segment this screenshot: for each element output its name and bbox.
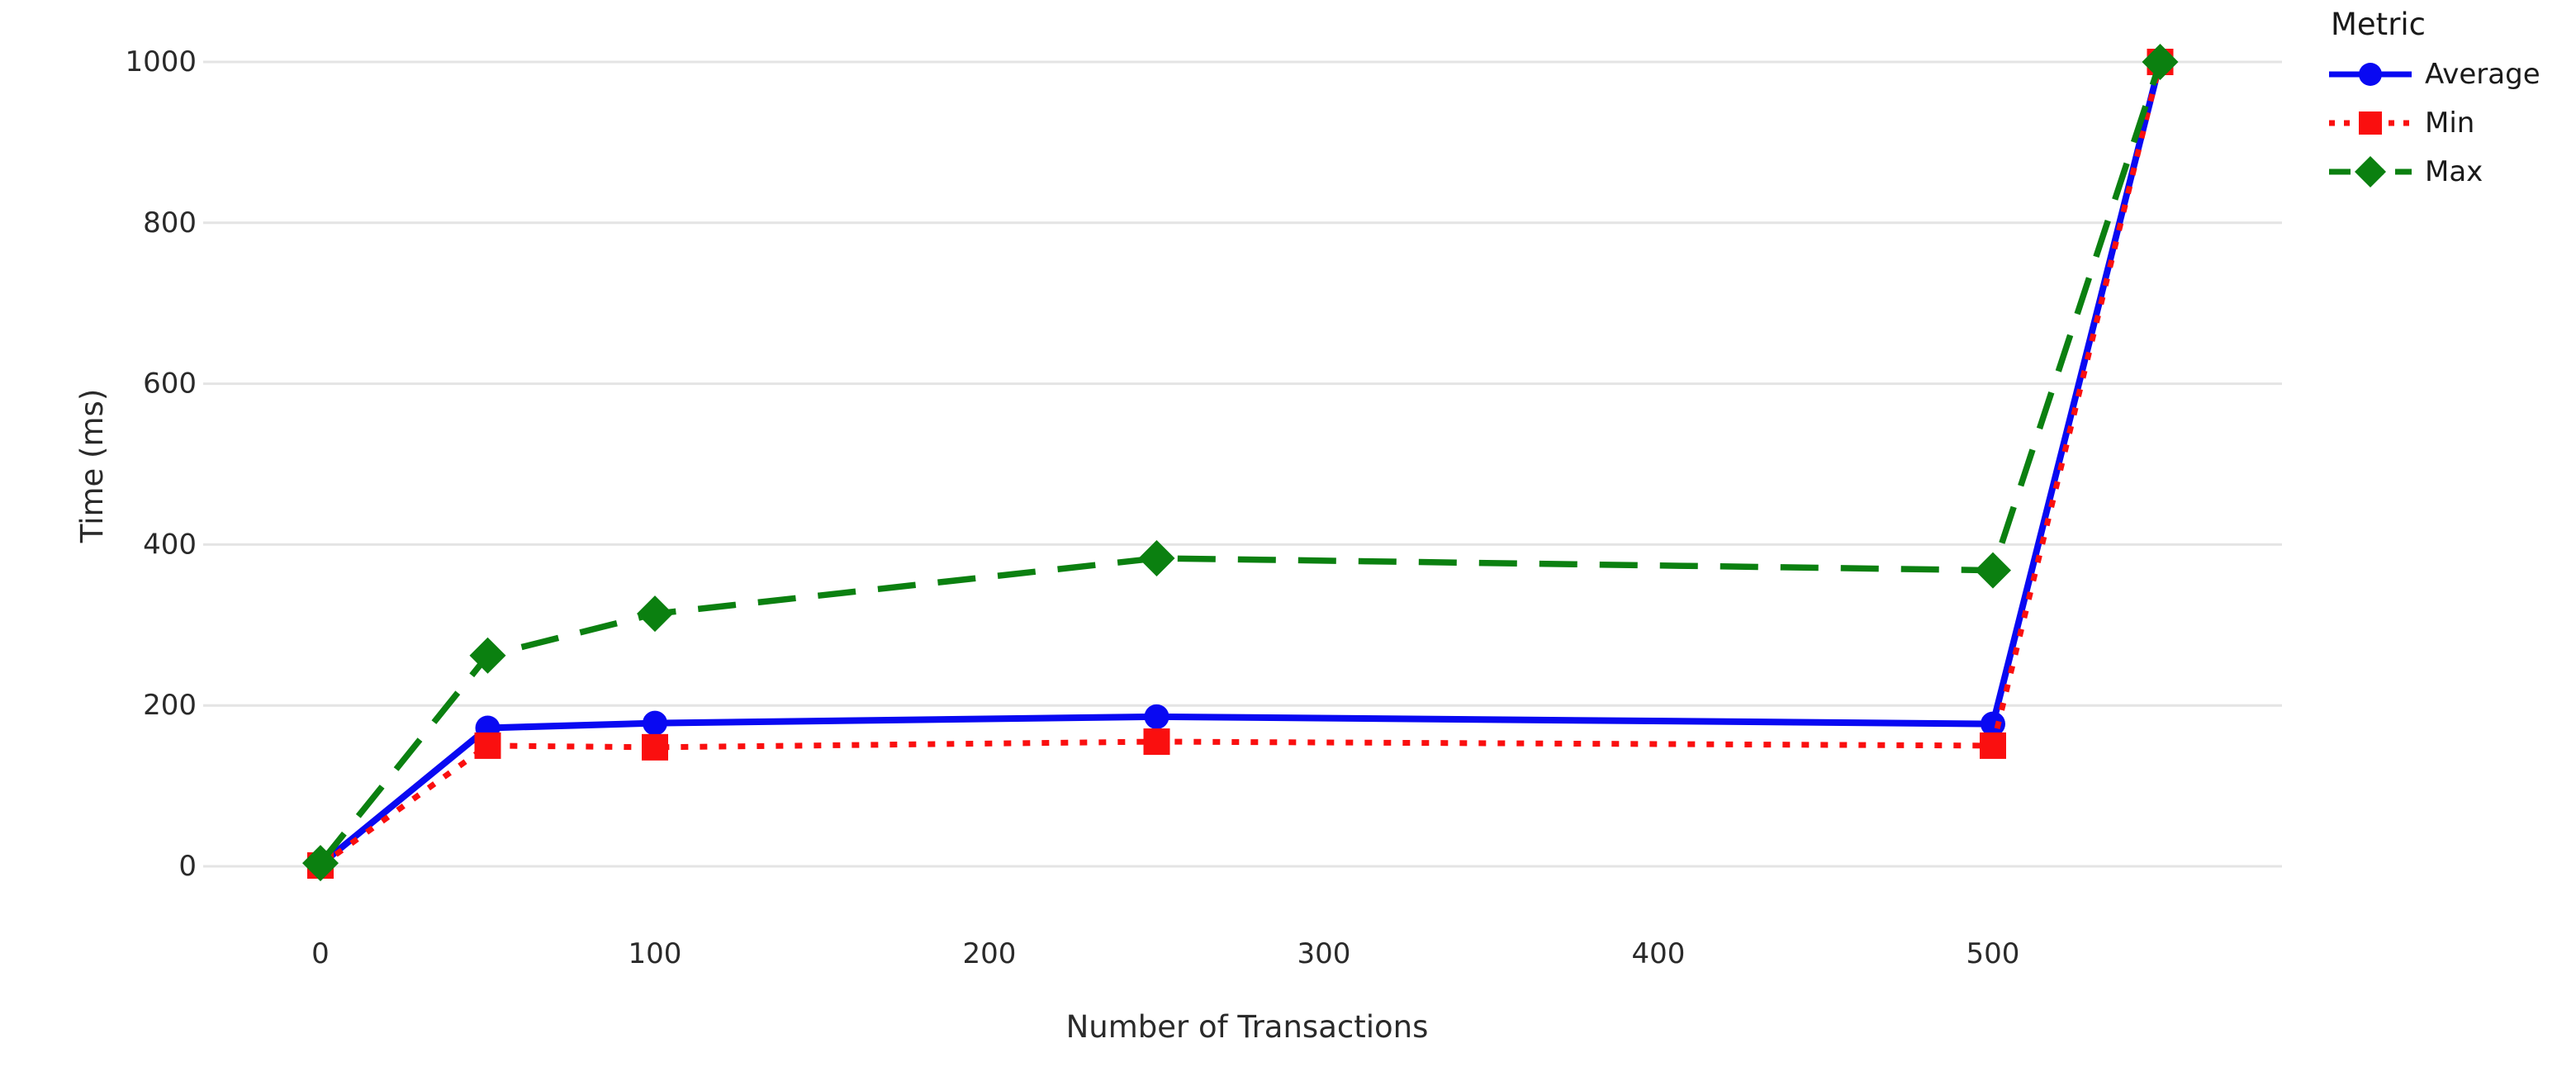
x-axis-title: Number of Transactions <box>1065 1009 1429 1045</box>
marker-average-x100[interactable] <box>643 710 667 736</box>
x-tick-label-500: 500 <box>1966 937 2020 970</box>
y-tick-label-1000: 1000 <box>125 45 197 78</box>
series-average-line <box>318 61 2164 868</box>
x-tick-label-400: 400 <box>1632 937 1686 970</box>
legend-swatch-average-icon <box>2329 63 2412 86</box>
x-tick-label-0: 0 <box>311 937 330 970</box>
marker-max-x50[interactable] <box>469 637 506 674</box>
x-tick-label-200: 200 <box>963 937 1017 970</box>
legend-label-max: Max <box>2425 155 2483 188</box>
marker-average-x250[interactable] <box>1144 704 1169 729</box>
y-axis-title: Time (ms) <box>74 388 110 543</box>
y-tick-label-800: 800 <box>143 206 197 239</box>
legend-item-min[interactable]: Min <box>2327 105 2575 141</box>
legend-item-max[interactable]: Max <box>2327 154 2575 190</box>
marker-min-x100[interactable] <box>642 733 668 761</box>
y-tick-label-600: 600 <box>143 368 197 401</box>
gridlines <box>203 60 2282 868</box>
legend: Metric Average Min Max <box>2327 7 2575 202</box>
x-tick-label-100: 100 <box>629 937 682 970</box>
legend-swatch-max-icon <box>2329 156 2412 187</box>
series-min-line <box>318 61 2163 868</box>
marker-min-x500[interactable] <box>1980 732 2006 759</box>
series-min <box>307 49 2174 880</box>
x-tick-label-300: 300 <box>1297 937 1351 970</box>
y-tick-labels: 0 200 400 600 800 1000 <box>125 45 197 883</box>
marker-max-x0[interactable] <box>302 845 339 882</box>
legend-label-min: Min <box>2425 107 2475 140</box>
legend-label-average: Average <box>2425 58 2540 91</box>
marker-max-x550[interactable] <box>2142 44 2179 80</box>
x-tick-labels: 0 100 200 300 400 500 <box>311 937 2019 970</box>
marker-min-x250[interactable] <box>1143 728 1170 756</box>
y-tick-label-0: 0 <box>178 850 197 883</box>
marker-max-x500[interactable] <box>1975 552 2011 589</box>
marker-max-x100[interactable] <box>637 595 673 633</box>
series-max <box>302 44 2179 882</box>
marker-min-x50[interactable] <box>474 732 501 759</box>
y-tick-label-400: 400 <box>143 528 197 561</box>
legend-title: Metric <box>2331 7 2427 42</box>
legend-item-average[interactable]: Average <box>2327 56 2575 92</box>
marker-max-x250[interactable] <box>1138 539 1175 576</box>
series-average <box>308 50 2173 878</box>
series-max-line <box>318 60 2164 865</box>
legend-swatch-min-icon <box>2329 111 2412 135</box>
marker-average-x500[interactable] <box>1981 711 2005 737</box>
y-tick-label-200: 200 <box>143 689 197 722</box>
legend-rows: Average Min Max <box>2327 56 2575 190</box>
